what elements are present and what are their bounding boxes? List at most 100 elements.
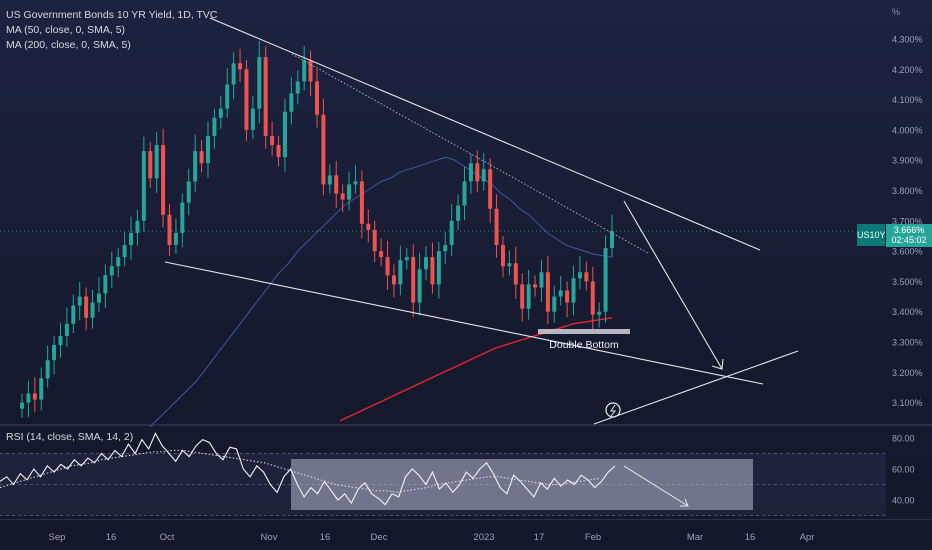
candle <box>231 52 236 99</box>
candle-body <box>500 245 505 267</box>
candle-body <box>263 57 268 136</box>
time-axis-divider <box>0 519 932 520</box>
candle-body <box>539 272 544 288</box>
candle-body <box>424 257 429 270</box>
x-tick-label: 17 <box>534 532 545 543</box>
candle <box>597 302 602 328</box>
candle <box>58 323 63 358</box>
candle <box>385 240 390 290</box>
candle-body <box>456 205 461 221</box>
candle-body <box>231 63 236 85</box>
candle <box>533 275 538 297</box>
x-tick-label: 16 <box>320 532 331 543</box>
candle <box>366 209 371 243</box>
candle-body <box>167 214 172 246</box>
candle-body <box>173 232 178 246</box>
candle-body <box>295 81 300 94</box>
candle <box>20 393 24 418</box>
candle <box>186 168 191 216</box>
candle-body <box>321 114 326 185</box>
projection-arrow <box>623 200 723 370</box>
candle-body <box>103 275 108 294</box>
candle-body <box>404 257 409 261</box>
y-tick-label: 3.500% <box>892 277 923 287</box>
candle-body <box>96 293 101 303</box>
ma200-legend: MA (200, close, 0, SMA, 5) <box>6 39 131 51</box>
candle <box>148 142 153 188</box>
symbol-label: US10Y <box>857 224 886 246</box>
x-tick-label: Dec <box>371 532 388 543</box>
pane-divider <box>0 424 932 426</box>
y-tick-label: 4.300% <box>892 35 923 45</box>
candle <box>462 166 467 221</box>
candle-body <box>308 60 313 82</box>
projection-arrowhead <box>711 358 724 370</box>
candle <box>353 165 358 194</box>
candle-body <box>154 145 159 179</box>
candle <box>359 170 364 239</box>
candle-body <box>327 175 332 185</box>
ma200-line <box>339 317 613 422</box>
candle-body <box>20 402 24 409</box>
candle-body <box>520 284 525 309</box>
candle <box>558 275 563 306</box>
rsi-tick-label: 40.00 <box>892 496 915 506</box>
candle <box>103 264 108 309</box>
candle-body <box>141 151 146 221</box>
candle-body <box>565 290 570 303</box>
candle-body <box>225 84 230 109</box>
rsi-arrow <box>623 465 689 507</box>
dotted-trendline <box>291 53 649 254</box>
candle <box>238 48 243 83</box>
last-price-tag: US10Y 3.666% 02:45:02 <box>857 224 932 247</box>
candle <box>391 264 396 298</box>
upper-trendline <box>209 17 761 251</box>
rsi-tick-label: 80.00 <box>892 434 915 444</box>
y-tick-label: 4.000% <box>892 125 923 135</box>
candle-body <box>449 220 454 246</box>
candle <box>565 281 570 318</box>
candle <box>327 164 332 194</box>
candle <box>603 235 608 323</box>
ma50-legend: MA (50, close, 0, SMA, 5) <box>6 24 126 36</box>
candle-body <box>494 208 499 246</box>
candle-body <box>276 145 281 158</box>
candle <box>481 152 486 191</box>
axis-unit-label: % <box>892 7 901 17</box>
candle <box>526 269 531 320</box>
candle-body <box>577 272 582 279</box>
candle <box>193 134 198 193</box>
candle <box>302 45 307 91</box>
candle-body <box>526 284 531 309</box>
candle <box>436 242 441 299</box>
candle-body <box>122 245 127 258</box>
candle <box>372 220 377 263</box>
lightning-icon <box>610 404 617 417</box>
y-tick-label: 3.700% <box>892 216 923 226</box>
candle <box>116 248 121 278</box>
rsi-line <box>0 432 616 506</box>
candle-body <box>353 181 358 185</box>
candle <box>475 150 480 193</box>
x-tick-label: 16 <box>106 532 117 543</box>
candle-body <box>77 296 82 306</box>
candle-body <box>205 135 210 164</box>
candle-body <box>571 278 576 303</box>
candle <box>77 282 82 321</box>
candle-body <box>597 311 602 315</box>
x-tick-label: Apr <box>800 532 815 543</box>
candle-body <box>148 151 153 179</box>
y-tick-label: 3.400% <box>892 307 923 317</box>
candle <box>379 238 384 267</box>
candle <box>411 244 416 318</box>
x-tick-label: Oct <box>160 532 175 543</box>
candle-body <box>391 275 396 285</box>
candle-body <box>545 272 550 312</box>
y-tick-label: 3.200% <box>892 368 923 378</box>
candle-body <box>180 202 185 233</box>
candle-body <box>193 151 198 182</box>
candle-body <box>507 263 512 267</box>
candle <box>545 255 550 325</box>
